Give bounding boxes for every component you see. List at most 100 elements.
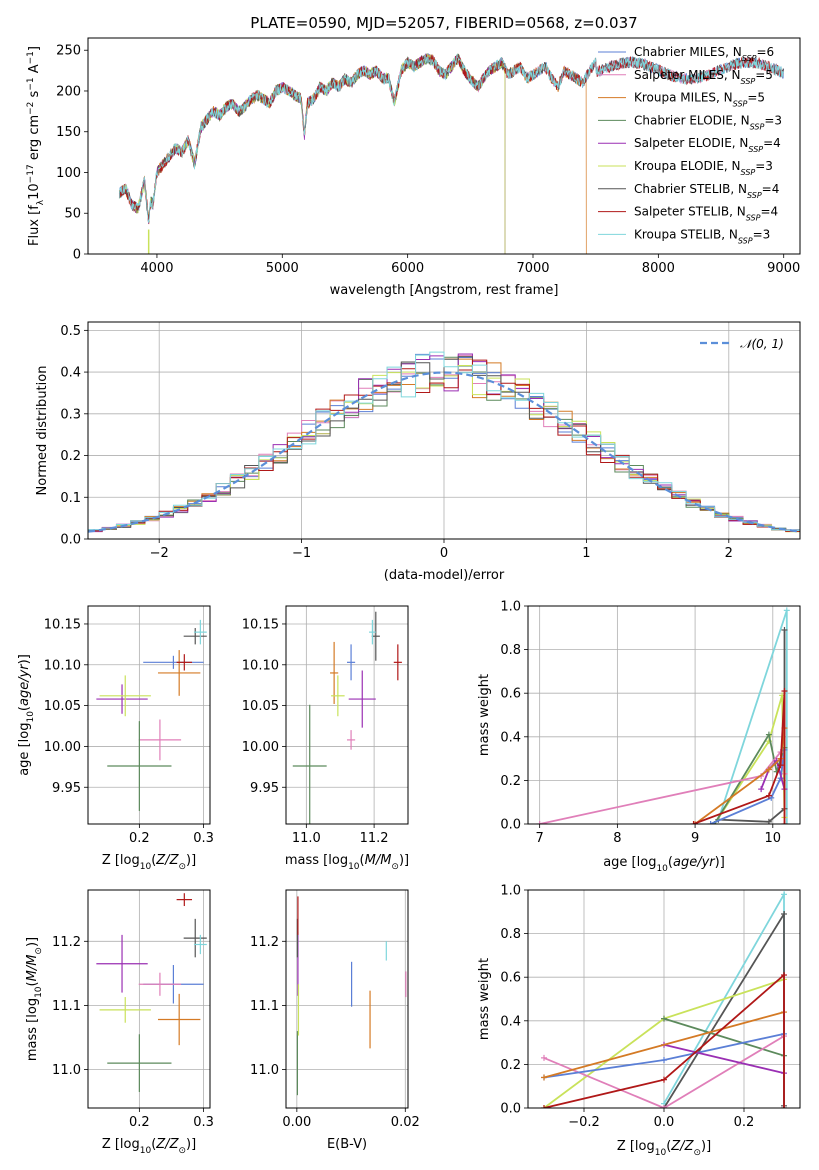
legend-label: Chabrier ELODIE, NSSP=3 xyxy=(634,113,782,130)
legend-label-sub: SSP xyxy=(746,213,761,222)
label-part: s xyxy=(27,90,42,101)
label-part: Z [log xyxy=(102,853,140,868)
x-tick-label: 0 xyxy=(440,546,448,561)
x-tick-label: 7 xyxy=(536,831,544,846)
legend-label-tail: =3 xyxy=(753,227,771,241)
legend-label-sub: SSP xyxy=(748,145,763,154)
y-tick-label: 250 xyxy=(56,44,81,59)
x-tick-label: 10 xyxy=(765,831,782,846)
label-part: )] xyxy=(186,1137,196,1152)
label-part: Normed distribution xyxy=(35,366,50,496)
x-axis-label: (data-model)/error xyxy=(384,568,505,583)
legend-label-tail: =5 xyxy=(747,91,765,105)
y-tick-label: 10.05 xyxy=(242,699,279,714)
weight-line xyxy=(543,973,785,1108)
x-tick-label: 0.00 xyxy=(282,1115,311,1130)
y-tick-label: 9.95 xyxy=(52,781,81,796)
label-part: 10 xyxy=(655,1148,667,1158)
x-tick-label: 4000 xyxy=(140,261,173,276)
data-layer xyxy=(96,893,207,1092)
legend-label-main: Chabrier ELODIE, N xyxy=(634,113,750,127)
y-tick-label: 0.2 xyxy=(60,449,81,464)
legend-label-tail: =3 xyxy=(764,113,782,127)
weight-line xyxy=(543,1035,785,1108)
y-tick-label: 0.4 xyxy=(60,366,81,381)
label-part: )] xyxy=(715,855,725,870)
y-tick-label: 0 xyxy=(73,248,81,263)
label-part: erg cm xyxy=(27,115,42,164)
x-tick-label: 0.2 xyxy=(129,1115,150,1130)
y-axis-label: mass weight xyxy=(477,674,492,756)
legend-label-sub: SSP xyxy=(741,168,756,177)
y-tick-label: 0.0 xyxy=(60,533,81,548)
y-tick-label: 10.05 xyxy=(44,699,81,714)
label-part: (data-model)/error xyxy=(384,568,505,583)
label-part: )] xyxy=(186,853,196,868)
label-part: ( xyxy=(151,853,156,868)
y-tick-label: 0.2 xyxy=(500,774,521,789)
legend-label: Chabrier MILES, NSSP=6 xyxy=(634,45,774,63)
y-tick-label: 0.3 xyxy=(60,407,81,422)
weight-line xyxy=(663,910,785,1108)
axes-frame xyxy=(87,605,211,825)
x-tick-label: 9 xyxy=(691,831,699,846)
y-tick-label: 11.2 xyxy=(52,935,81,950)
label-part: ⊙ xyxy=(178,862,186,872)
x-axis-label: mass [log10(M/M⊙)] xyxy=(285,853,409,872)
legend-label: Salpeter ELODIE, NSSP=4 xyxy=(634,136,781,154)
legend-label-main: Salpeter MILES, N xyxy=(634,68,741,82)
y-tick-label: 200 xyxy=(56,84,81,99)
axes-frame xyxy=(87,321,801,540)
label-part: −1 xyxy=(26,77,36,90)
label-part: age/yr xyxy=(17,663,32,706)
label-part: A xyxy=(27,64,42,77)
y-tick-label: 0.8 xyxy=(500,643,521,658)
legend-label-tail: =3 xyxy=(755,159,773,173)
y-tick-label: 0.4 xyxy=(500,1014,521,1029)
label-part: age [log xyxy=(17,723,32,776)
y-tick-label: 10.00 xyxy=(44,740,81,755)
y-tick-label: 10.15 xyxy=(44,617,81,632)
legend-label-main: Chabrier MILES, N xyxy=(634,45,742,59)
label-part: M/M xyxy=(25,955,40,982)
panel-spectrum: 4000 5000 6000 7000 8000 9000 0 50 100 150 200 250 P… xyxy=(26,14,801,298)
label-part: age/yr xyxy=(673,855,716,870)
weight-line xyxy=(710,749,786,824)
label-part: age [log xyxy=(603,855,656,870)
x-tick-label: 0.3 xyxy=(193,1115,214,1130)
data-layer xyxy=(292,611,402,824)
label-part: Flux [f xyxy=(27,205,42,246)
x-axis-label: Z [log10(Z/Z⊙)] xyxy=(102,1137,196,1156)
x-axis-label: E(B-V) xyxy=(327,1137,367,1152)
legend-label-sub: SSP xyxy=(741,76,756,85)
y-tick-label: 11.1 xyxy=(52,999,81,1014)
x-tick-label: −0.2 xyxy=(568,1115,600,1130)
legend-label-main: Kroupa STELIB, N xyxy=(634,227,738,241)
histogram-series xyxy=(88,351,800,534)
x-tick-label: 6000 xyxy=(391,261,424,276)
y-tick-label: 0.6 xyxy=(500,687,521,702)
label-part: −1 xyxy=(26,51,36,64)
x-tick-label: 8 xyxy=(613,831,621,846)
legend-label: Kroupa STELIB, NSSP=3 xyxy=(634,227,770,245)
data-layer xyxy=(536,607,790,824)
x-axis-label: Z [log10(Z/Z⊙)] xyxy=(617,1139,711,1158)
label-part: Z [log xyxy=(617,1139,655,1154)
axes-frame xyxy=(285,889,409,1109)
x-tick-label: 5000 xyxy=(266,261,299,276)
label-part: ( xyxy=(25,981,40,986)
x-tick-label: 1 xyxy=(582,546,590,561)
y-axis-label: Normed distribution xyxy=(35,366,50,496)
label-part: M/M xyxy=(365,853,392,868)
label-part: ( xyxy=(666,1139,671,1154)
x-tick-label: −2 xyxy=(150,546,169,561)
legend-label-tail: =5 xyxy=(755,68,773,82)
legend-label: 𝒩(0, 1) xyxy=(740,337,784,351)
panel-mass-vs-Z: 0.2 0.311.011.111.2Z [log10(Z/Z⊙)]mass [l… xyxy=(25,889,214,1156)
legend-label-sub: SSP xyxy=(738,236,753,245)
label-part: Z [log xyxy=(102,1137,140,1152)
legend-label: Kroupa MILES, NSSP=5 xyxy=(634,91,765,109)
label-part: ⊙ xyxy=(693,1148,701,1158)
label-part: 10 xyxy=(348,862,360,872)
legend-label-main: Salpeter STELIB, N xyxy=(634,205,746,219)
